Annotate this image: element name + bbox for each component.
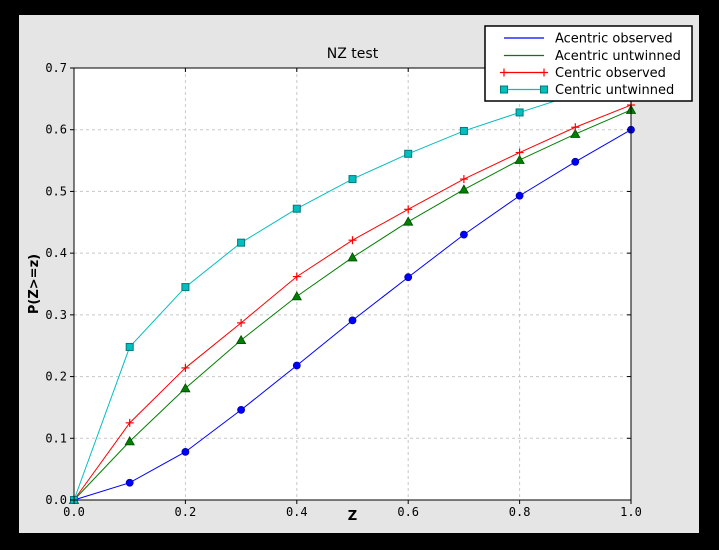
- legend-label: Acentric observed: [555, 32, 673, 47]
- y-tick-label: 0.7: [45, 61, 67, 75]
- marker-square-centric-untwinned: [404, 149, 413, 158]
- marker-square-centric-untwinned: [292, 204, 301, 213]
- y-tick-label: 0.4: [45, 246, 67, 260]
- y-tick-label: 0.6: [45, 123, 67, 137]
- legend-label: Centric observed: [555, 66, 666, 81]
- marker-square-centric-untwinned: [459, 126, 468, 135]
- chart-title: NZ test: [326, 46, 379, 62]
- x-tick-label: 0.0: [63, 505, 85, 519]
- x-tick-label: 1.0: [620, 505, 642, 519]
- marker-circle-acentric-observed: [404, 273, 413, 282]
- figure-canvas: 0.0 0.2 0.4 0.6 0.8 1.0 0.0 0.1 0.2 0.3 0.4 0.5 0.6 0…: [19, 15, 699, 533]
- plot-area: [74, 68, 631, 500]
- x-tick-label: 0.8: [509, 505, 531, 519]
- chart-canvas: 0.0 0.2 0.4 0.6 0.8 1.0 0.0 0.1 0.2 0.3 0.4 0.5 0.6 0…: [45, 25, 693, 519]
- marker-triangle-up-acentric-untwinned: [403, 216, 414, 226]
- marker-circle-acentric-observed: [571, 157, 580, 166]
- x-tick-label: 0.2: [175, 505, 197, 519]
- marker-circle-acentric-observed: [125, 478, 134, 487]
- marker-square-centric-untwinned: [540, 85, 548, 94]
- marker-circle-acentric-observed: [181, 447, 190, 456]
- marker-triangle-up-acentric-untwinned: [570, 128, 581, 138]
- marker-square-centric-untwinned: [348, 175, 357, 184]
- marker-square-centric-untwinned: [125, 342, 134, 351]
- marker-square-centric-untwinned: [181, 283, 190, 292]
- y-tick-label: 0.3: [45, 308, 67, 322]
- y-tick-label: 0.1: [45, 431, 67, 445]
- y-tick-label: 0.5: [45, 184, 67, 198]
- marker-triangle-up-acentric-untwinned: [347, 252, 358, 262]
- legend-label: Acentric untwinned: [555, 49, 681, 64]
- marker-circle-acentric-observed: [459, 230, 468, 239]
- y-axis-label: P(Z>=z): [27, 253, 42, 315]
- y-tick-label: 0.0: [45, 493, 67, 507]
- axis-frame: [73, 67, 632, 501]
- marker-triangle-up-acentric-untwinned: [458, 184, 470, 194]
- marker-circle-acentric-observed: [515, 191, 524, 200]
- marker-circle-acentric-observed: [237, 405, 246, 414]
- marker-triangle-up-acentric-untwinned: [235, 334, 247, 345]
- marker-triangle-up-acentric-untwinned: [514, 154, 525, 164]
- x-tick-label: 0.6: [397, 505, 419, 519]
- legend-label: Centric untwinned: [555, 83, 674, 98]
- y-tick-label: 0.2: [45, 370, 67, 384]
- marker-square-centric-untwinned: [237, 238, 246, 247]
- x-axis-label: Z: [347, 509, 358, 524]
- marker-square-centric-untwinned: [515, 108, 524, 117]
- marker-square-centric-untwinned: [500, 85, 508, 94]
- marker-triangle-up-acentric-untwinned: [124, 436, 135, 446]
- marker-triangle-up-acentric-untwinned: [180, 382, 191, 393]
- marker-circle-acentric-observed: [292, 361, 301, 370]
- marker-circle-acentric-observed: [348, 316, 357, 325]
- marker-triangle-up-acentric-untwinned: [291, 291, 302, 301]
- x-tick-label: 0.4: [286, 505, 308, 519]
